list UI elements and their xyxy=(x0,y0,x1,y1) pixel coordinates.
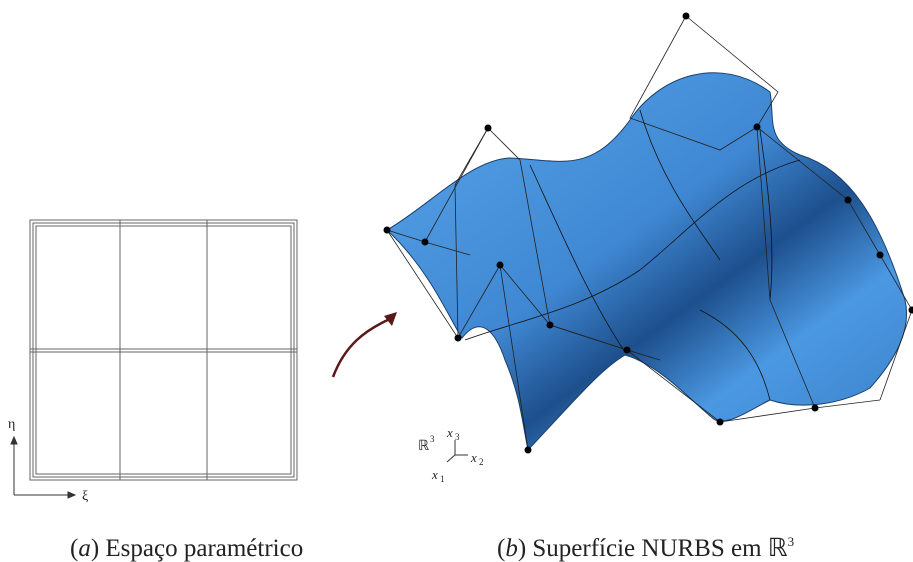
caption-dimension: 3 xyxy=(788,534,795,549)
figure: η ξ ℝ 3 x 3 x 2 x 1 (a) xyxy=(0,0,913,562)
eta-label: η xyxy=(8,417,15,432)
parameter-axes xyxy=(11,437,75,498)
caption-space: ℝ xyxy=(768,535,788,562)
caption-open: ( xyxy=(497,535,505,562)
x2-index: 2 xyxy=(479,457,484,467)
x1-index: 1 xyxy=(440,474,445,484)
parametric-grid xyxy=(30,220,297,480)
arrow xyxy=(333,318,392,377)
coordinate-axes xyxy=(447,440,468,462)
xi-label: ξ xyxy=(82,489,88,504)
caption-label: a xyxy=(78,535,91,562)
caption-text: Espaço paramétrico xyxy=(105,535,303,562)
caption-text: Superfície NURBS em xyxy=(532,535,762,562)
space-dimension: 3 xyxy=(430,434,435,444)
x2-symbol: x xyxy=(470,450,477,465)
nurbs-surface xyxy=(387,73,907,450)
x3-index: 3 xyxy=(455,432,460,442)
caption-b: (b) Superfície NURBS em ℝ3 xyxy=(497,534,794,562)
caption-a: (a) Espaço paramétrico xyxy=(70,535,303,562)
arrow-head xyxy=(384,312,397,326)
space-symbol: ℝ xyxy=(418,439,429,454)
caption-close: ) xyxy=(91,535,99,562)
caption-label: b xyxy=(505,535,518,562)
x3-symbol: x xyxy=(446,425,453,440)
caption-open: ( xyxy=(70,535,78,562)
caption-close: ) xyxy=(518,535,526,562)
x1-symbol: x xyxy=(431,467,438,482)
